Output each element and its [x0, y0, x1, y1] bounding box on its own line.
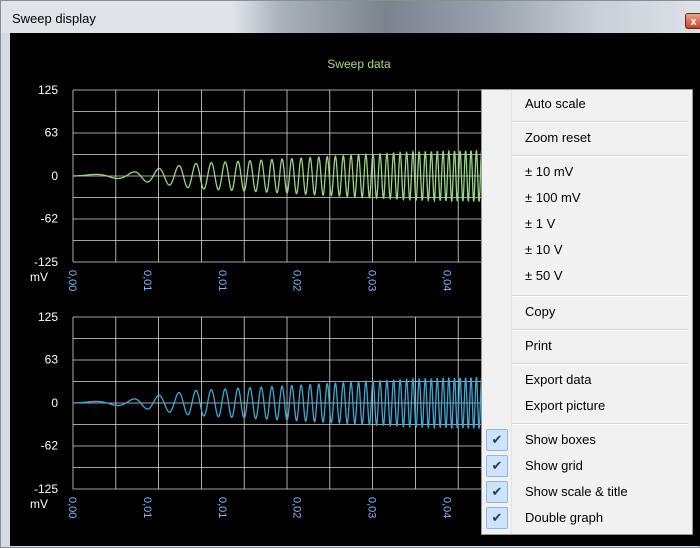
title-bar[interactable]: Sweep display x	[1, 1, 700, 33]
context-menu: Auto scale Zoom reset ± 10 mV ± 100 mV ±…	[481, 89, 693, 535]
menu-separator	[512, 363, 688, 365]
y-tick-label: 125	[38, 310, 58, 324]
menu-item-show-grid[interactable]: ✔ Show grid	[484, 454, 690, 478]
menu-item-auto-scale[interactable]: Auto scale	[484, 92, 690, 116]
menu-item-label: Zoom reset	[525, 130, 591, 145]
menu-item-label: ± 1 V	[525, 216, 556, 231]
menu-item-label: ± 10 V	[525, 242, 563, 257]
check-icon: ✔	[486, 481, 508, 503]
x-tick-label: 0,01	[216, 270, 228, 291]
menu-item-label: Auto scale	[525, 96, 586, 111]
y-tick-label: -62	[41, 212, 59, 226]
menu-item-copy[interactable]: Copy	[484, 300, 690, 324]
menu-item-export-picture[interactable]: Export picture	[484, 394, 690, 418]
menu-item-zoom-reset[interactable]: Zoom reset	[484, 126, 690, 150]
menu-item-print[interactable]: Print	[484, 334, 690, 358]
y-tick-label: -125	[34, 482, 58, 496]
menu-item-label: Double graph	[525, 510, 604, 525]
x-tick-label: 0,03	[366, 270, 378, 291]
y-axis-unit: mV	[30, 270, 48, 284]
x-tick-label: 0,02	[291, 270, 303, 291]
x-tick-label: 0,03	[366, 497, 378, 518]
menu-item-label: Show grid	[525, 458, 583, 473]
menu-item-export-data[interactable]: Export data	[484, 368, 690, 392]
menu-item-label: Export picture	[525, 398, 606, 413]
menu-item-range-1v[interactable]: ± 1 V	[484, 212, 690, 236]
y-tick-label: 63	[45, 126, 59, 140]
menu-separator	[512, 155, 688, 157]
menu-separator	[512, 329, 688, 331]
menu-separator	[512, 295, 688, 297]
check-icon: ✔	[486, 455, 508, 477]
menu-item-label: Export data	[525, 372, 592, 387]
menu-item-label: Show scale & title	[525, 484, 628, 499]
menu-item-show-boxes[interactable]: ✔ Show boxes	[484, 428, 690, 452]
x-tick-label: 0,00	[66, 270, 78, 291]
chart-title: Sweep data	[327, 57, 391, 71]
menu-separator	[512, 423, 688, 425]
y-axis-unit: mV	[30, 497, 48, 511]
x-tick-label: 0,04	[441, 497, 453, 518]
window-title: Sweep display	[12, 11, 96, 26]
menu-item-range-10mv[interactable]: ± 10 mV	[484, 160, 690, 184]
menu-item-label: Show boxes	[525, 432, 596, 447]
x-tick-label: 0,01	[141, 497, 153, 518]
x-tick-label: 0,01	[216, 497, 228, 518]
y-tick-label: -125	[34, 255, 58, 269]
bottom-trace-line	[72, 375, 502, 431]
x-tick-label: 0,04	[441, 270, 453, 291]
menu-item-range-10v[interactable]: ± 10 V	[484, 238, 690, 262]
check-icon: ✔	[486, 429, 508, 451]
menu-separator	[512, 121, 688, 123]
menu-item-label: Copy	[525, 304, 556, 319]
close-icon[interactable]: x	[685, 13, 700, 29]
y-tick-label: 0	[51, 169, 58, 183]
menu-item-double-graph[interactable]: ✔ Double graph	[484, 506, 690, 530]
x-tick-label: 0,01	[141, 270, 153, 291]
menu-item-label: ± 50 V	[525, 268, 563, 283]
top-trace-line	[72, 148, 502, 204]
menu-item-label: ± 100 mV	[525, 190, 581, 205]
y-tick-label: -62	[41, 439, 59, 453]
menu-item-range-100mv[interactable]: ± 100 mV	[484, 186, 690, 210]
menu-item-show-scale-title[interactable]: ✔ Show scale & title	[484, 480, 690, 504]
menu-item-label: ± 10 mV	[525, 164, 574, 179]
y-tick-label: 0	[51, 396, 58, 410]
menu-item-range-50v[interactable]: ± 50 V	[484, 264, 690, 288]
menu-item-label: Print	[525, 338, 552, 353]
x-tick-label: 0,02	[291, 497, 303, 518]
x-tick-label: 0,00	[66, 497, 78, 518]
y-tick-label: 63	[45, 353, 59, 367]
check-icon: ✔	[486, 507, 508, 529]
y-tick-label: 125	[38, 83, 58, 97]
